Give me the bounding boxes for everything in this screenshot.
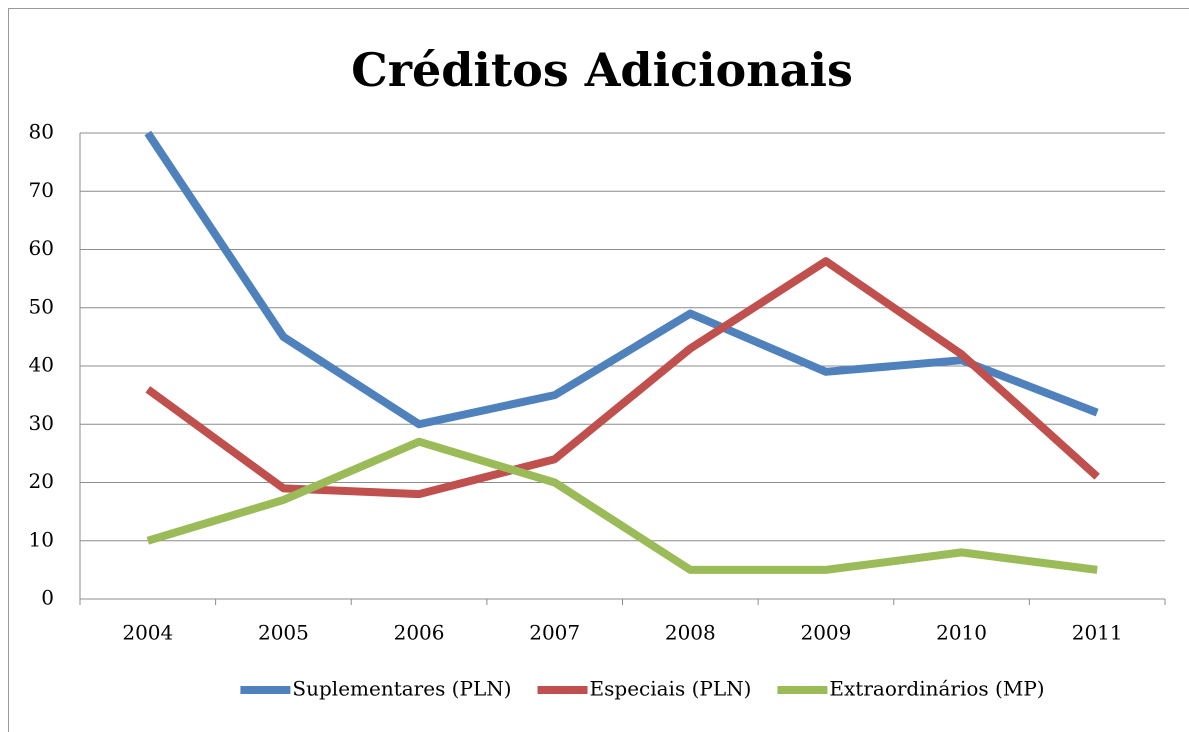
chart-border <box>8 8 1189 732</box>
y-tick-label: 10 <box>29 527 54 551</box>
x-tick-label: 2009 <box>800 621 851 645</box>
y-tick-label: 70 <box>29 178 54 202</box>
x-tick-label: 2005 <box>258 621 309 645</box>
legend-label: Extraordinários (MP) <box>829 677 1044 701</box>
y-tick-label: 30 <box>29 411 54 435</box>
x-tick-label: 2010 <box>936 621 987 645</box>
legend-label: Especiais (PLN) <box>590 677 752 701</box>
x-tick-label: 2007 <box>529 621 580 645</box>
y-tick-label: 20 <box>29 469 54 493</box>
x-tick-label: 2006 <box>394 621 445 645</box>
x-tick-label: 2008 <box>665 621 716 645</box>
series-line <box>145 257 1100 499</box>
chart-title: Créditos Adicionais <box>351 43 853 97</box>
series-line <box>144 130 1099 429</box>
y-tick-label: 80 <box>29 120 54 144</box>
series-line <box>146 437 1098 574</box>
x-tick-label: 2004 <box>122 621 173 645</box>
y-tick-label: 0 <box>41 586 54 610</box>
y-tick-label: 50 <box>29 294 54 318</box>
legend-label: Suplementares (PLN) <box>292 677 511 701</box>
x-tick-label: 2011 <box>1072 621 1123 645</box>
y-tick-label: 60 <box>29 236 54 260</box>
y-tick-label: 40 <box>29 353 54 377</box>
